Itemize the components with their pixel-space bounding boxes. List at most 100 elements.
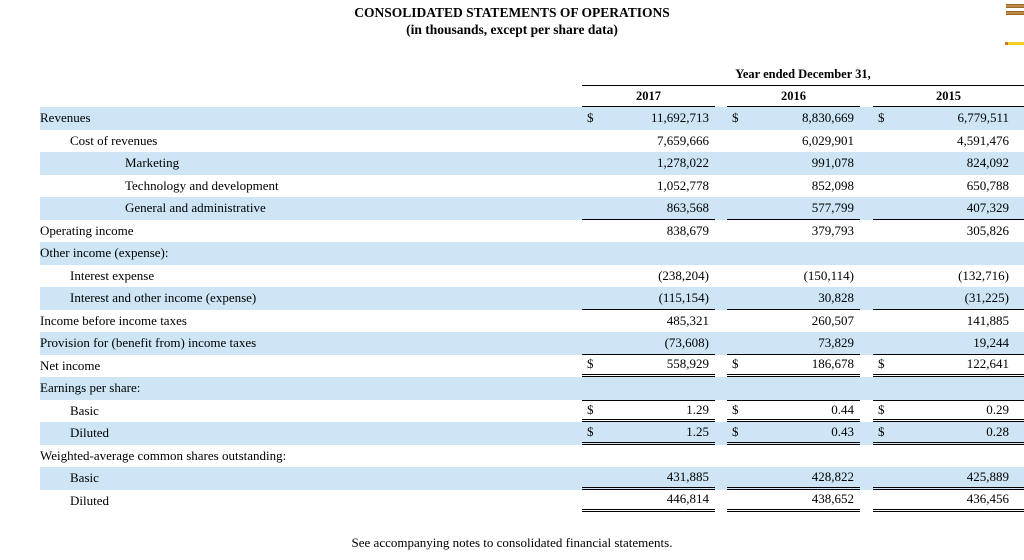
row-label: Cost of revenues — [70, 132, 158, 148]
row-label: General and administrative — [125, 200, 266, 216]
table-body: Revenues $11,692,713 $8,830,669 $6,779,511 C… — [40, 107, 1024, 512]
column-gap — [715, 287, 727, 310]
value: 863,568 — [666, 199, 709, 215]
row-label: Diluted — [70, 425, 109, 441]
value: 7,659,666 — [657, 132, 709, 148]
value-cell: 436,456 — [873, 490, 1024, 512]
value: (150,114) — [803, 267, 854, 283]
value: 0.28 — [986, 423, 1009, 439]
value-cell — [727, 377, 860, 400]
value: 1.29 — [686, 401, 709, 417]
value: 438,652 — [811, 491, 854, 507]
column-gap — [860, 355, 873, 378]
value-cell: 30,828 — [727, 287, 860, 310]
statement-title: CONSOLIDATED STATEMENTS OF OPERATIONS — [354, 5, 670, 20]
column-gap — [860, 310, 873, 333]
value: 436,456 — [966, 491, 1009, 507]
row-label: Earnings per share: — [40, 380, 141, 396]
value-cell: 577,799 — [727, 197, 860, 220]
value: 30,828 — [818, 289, 854, 305]
value: 431,885 — [666, 468, 709, 484]
value: 11,692,713 — [650, 110, 709, 126]
table-row: Weighted-average common shares outstandi… — [40, 445, 1024, 468]
row-label: Revenues — [40, 110, 91, 126]
scrollbar-mark-icon — [1006, 4, 1024, 8]
value: 1,278,022 — [657, 155, 709, 171]
value: 485,321 — [666, 312, 709, 328]
table-row: Cost of revenues 7,659,666 6,029,901 4,591,… — [40, 130, 1024, 153]
row-label: Net income — [40, 357, 101, 373]
table-row: Revenues $11,692,713 $8,830,669 $6,779,511 — [40, 107, 1024, 130]
value-cell: 379,793 — [727, 220, 860, 243]
row-label: Weighted-average common shares outstandi… — [40, 447, 287, 463]
table-row: Marketing 1,278,022 991,078 824,092 — [40, 152, 1024, 175]
column-gap — [715, 220, 727, 243]
value-cell: 19,244 — [873, 332, 1024, 355]
column-gap — [715, 355, 727, 378]
value-cell: 446,814 — [582, 490, 715, 512]
value: 4,591,476 — [957, 132, 1009, 148]
operations-table: Year ended December 31, 2017 2016 2015 R… — [40, 62, 1024, 512]
value-cell: 6,029,901 — [727, 130, 860, 153]
scrollbar-mark-icon — [1006, 10, 1024, 15]
value-cell: $186,678 — [727, 355, 860, 377]
scrollbar-marks[interactable] — [1006, 4, 1024, 17]
column-gap — [860, 242, 873, 265]
footer-note: See accompanying notes to consolidated f… — [351, 535, 673, 550]
value: 73,829 — [818, 334, 854, 350]
column-gap — [860, 445, 873, 468]
column-gap — [860, 107, 873, 130]
column-header-2017: 2017 — [582, 86, 715, 107]
column-gap — [715, 490, 727, 513]
column-gap — [715, 467, 727, 490]
table-row: Diluted $1.25 $0.43 $0.28 — [40, 422, 1024, 445]
scrollbar-highlight-mark-icon[interactable] — [1005, 42, 1024, 45]
value: 122,641 — [966, 356, 1009, 372]
value: (31,225) — [964, 289, 1009, 305]
value-cell: $0.29 — [873, 399, 1024, 422]
value-cell: $122,641 — [873, 355, 1024, 377]
value: 6,029,901 — [802, 132, 854, 148]
value-cell — [727, 445, 860, 468]
table-row: Technology and development 1,052,778 852,0… — [40, 175, 1024, 198]
column-gap — [715, 445, 727, 468]
column-gap — [715, 86, 727, 107]
title-block: CONSOLIDATED STATEMENTS OF OPERATIONS (i… — [0, 4, 1024, 38]
column-gap — [715, 107, 727, 130]
value-cell — [582, 377, 715, 400]
value: 650,788 — [966, 177, 1009, 193]
value: 305,826 — [966, 222, 1009, 238]
value: 6,779,511 — [957, 110, 1009, 126]
value-cell: $558,929 — [582, 355, 715, 377]
column-gap — [860, 220, 873, 243]
column-gap — [860, 332, 873, 355]
value-cell: 824,092 — [873, 152, 1024, 175]
value-cell — [873, 377, 1024, 400]
value-cell: $11,692,713 — [582, 107, 715, 130]
value-cell: $1.29 — [582, 399, 715, 422]
value-cell: 141,885 — [873, 310, 1024, 333]
value-cell — [873, 242, 1024, 265]
value-cell: $0.44 — [727, 399, 860, 422]
value: 260,507 — [811, 312, 854, 328]
value-cell: 431,885 — [582, 467, 715, 490]
row-label: Basic — [70, 470, 99, 486]
value-cell: 485,321 — [582, 310, 715, 333]
value-cell — [727, 242, 860, 265]
value-cell: (150,114) — [727, 265, 860, 288]
value-cell: 407,329 — [873, 197, 1024, 220]
value: 446,814 — [666, 491, 709, 507]
value: 379,793 — [811, 222, 854, 238]
value: 0.43 — [831, 423, 854, 439]
table-row: Interest and other income (expense) (115,… — [40, 287, 1024, 310]
statement-subtitle: (in thousands, except per share data) — [406, 22, 618, 37]
value: 141,885 — [966, 312, 1009, 328]
row-label: Basic — [70, 402, 99, 418]
row-label: Technology and development — [125, 177, 279, 193]
currency-symbol: $ — [587, 110, 594, 126]
currency-symbol: $ — [732, 401, 739, 417]
table-row: Diluted 446,814 438,652 436,456 — [40, 490, 1024, 513]
value: 425,889 — [966, 468, 1009, 484]
column-gap — [860, 86, 873, 107]
